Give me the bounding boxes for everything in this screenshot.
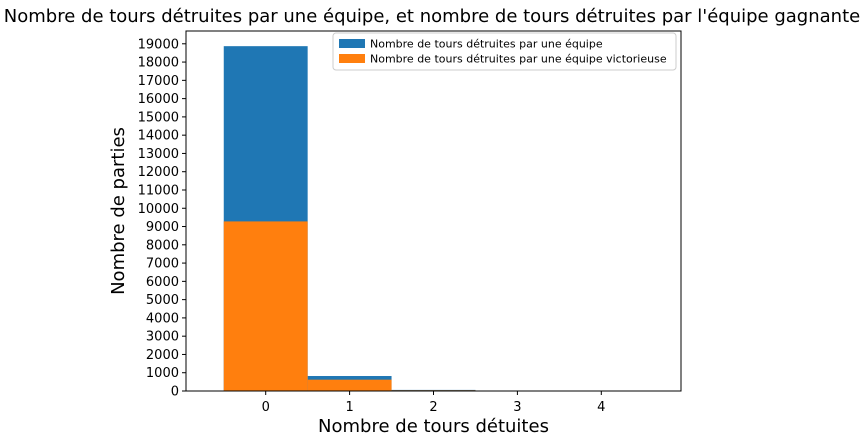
y-tick-label: 12000 bbox=[138, 165, 179, 180]
y-tick-label: 11000 bbox=[138, 183, 179, 198]
y-tick-label: 4000 bbox=[146, 311, 179, 326]
legend-label-series1: Nombre de tours détruites par une équipe bbox=[370, 38, 603, 51]
x-tick-label: 1 bbox=[345, 400, 353, 415]
bar-series2-0 bbox=[223, 221, 308, 391]
y-tick-label: 8000 bbox=[146, 238, 179, 253]
legend-swatch-series2 bbox=[339, 54, 365, 63]
x-tick-label: 4 bbox=[597, 400, 605, 415]
y-tick-label: 9000 bbox=[146, 220, 179, 235]
y-tick-label: 14000 bbox=[138, 129, 179, 144]
y-tick-label: 1000 bbox=[146, 366, 179, 381]
y-axis-label: Nombre de parties bbox=[108, 127, 129, 295]
x-axis-label: Nombre de tours détuites bbox=[318, 416, 549, 437]
legend-swatch-series1 bbox=[339, 39, 365, 48]
x-tick-label: 3 bbox=[513, 400, 521, 415]
y-tick-label: 5000 bbox=[146, 293, 179, 308]
legend-label-series2: Nombre de tours détruites par une équipe… bbox=[370, 53, 667, 66]
y-tick-label: 16000 bbox=[138, 92, 179, 107]
y-tick-label: 6000 bbox=[146, 275, 179, 290]
chart-title: Nombre de tours détruites par une équipe… bbox=[4, 6, 860, 27]
y-tick-label: 18000 bbox=[138, 56, 179, 71]
y-tick-label: 7000 bbox=[146, 257, 179, 272]
y-tick-label: 10000 bbox=[138, 202, 179, 217]
legend-box bbox=[332, 32, 677, 71]
y-tick-label: 3000 bbox=[146, 330, 179, 345]
y-tick-label: 19000 bbox=[138, 37, 179, 52]
x-tick-label: 0 bbox=[262, 400, 270, 415]
plot-frame bbox=[185, 30, 682, 392]
y-tick-label: 2000 bbox=[146, 348, 179, 363]
legend: Nombre de tours détruites par une équipe… bbox=[332, 32, 677, 71]
y-tick-label: 17000 bbox=[138, 74, 179, 89]
x-axis-ticks: 0 1 2 3 4 bbox=[262, 391, 605, 415]
y-tick-label: 0 bbox=[171, 385, 179, 400]
bars-layer bbox=[223, 46, 644, 391]
y-axis-ticks: 0 1000 2000 3000 4000 5000 6000 7000 8000 9000 100… bbox=[138, 37, 186, 400]
bar-series2-1 bbox=[307, 379, 392, 391]
x-tick-label: 2 bbox=[429, 400, 437, 415]
y-tick-label: 13000 bbox=[138, 147, 179, 162]
y-tick-label: 15000 bbox=[138, 110, 179, 125]
